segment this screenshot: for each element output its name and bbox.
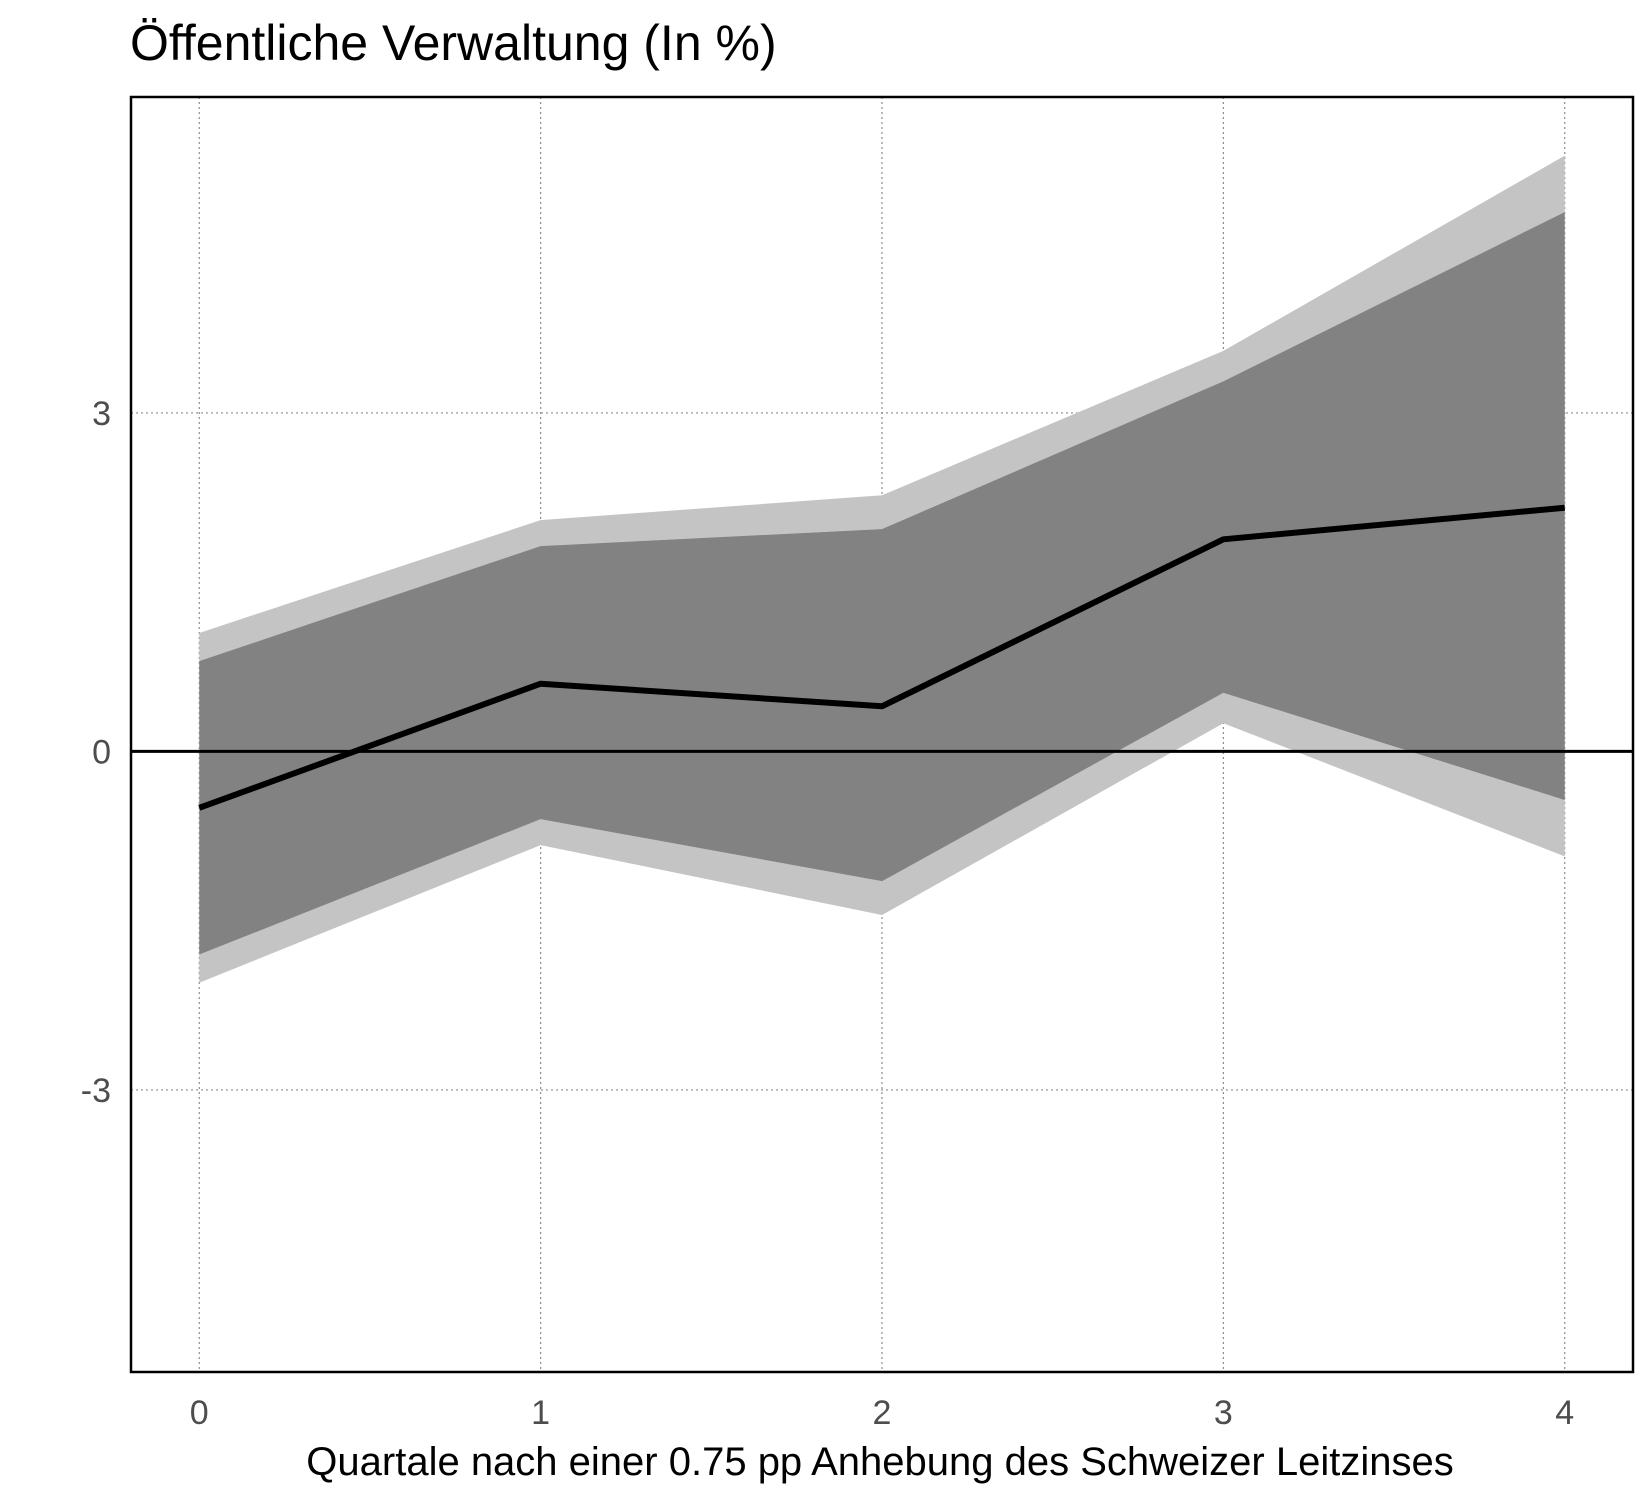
x-tick-label-2: 2 <box>873 1394 892 1432</box>
tick-labels: 0 1 2 3 4 3 0 -3 <box>81 395 1574 1432</box>
confidence-bands <box>199 155 1565 983</box>
x-tick-label-4: 4 <box>1555 1394 1574 1432</box>
x-tick-label-3: 3 <box>1214 1394 1233 1432</box>
y-tick-label-0: 3 <box>92 395 111 433</box>
x-tick-label-1: 1 <box>531 1394 550 1432</box>
y-tick-label-2: -3 <box>81 1072 111 1110</box>
impulse-response-line <box>198 504 1566 811</box>
x-tick-label-0: 0 <box>190 1394 209 1432</box>
confidence-band-1 <box>199 212 1565 955</box>
y-tick-label-1: 0 <box>92 733 111 771</box>
series-line-layer <box>198 504 1566 811</box>
chart-title: Öffentliche Verwaltung (In %) <box>130 15 777 71</box>
x-axis-label: Quartale nach einer 0.75 pp Anhebung des… <box>306 1440 1454 1484</box>
panel-border <box>129 95 1635 1374</box>
